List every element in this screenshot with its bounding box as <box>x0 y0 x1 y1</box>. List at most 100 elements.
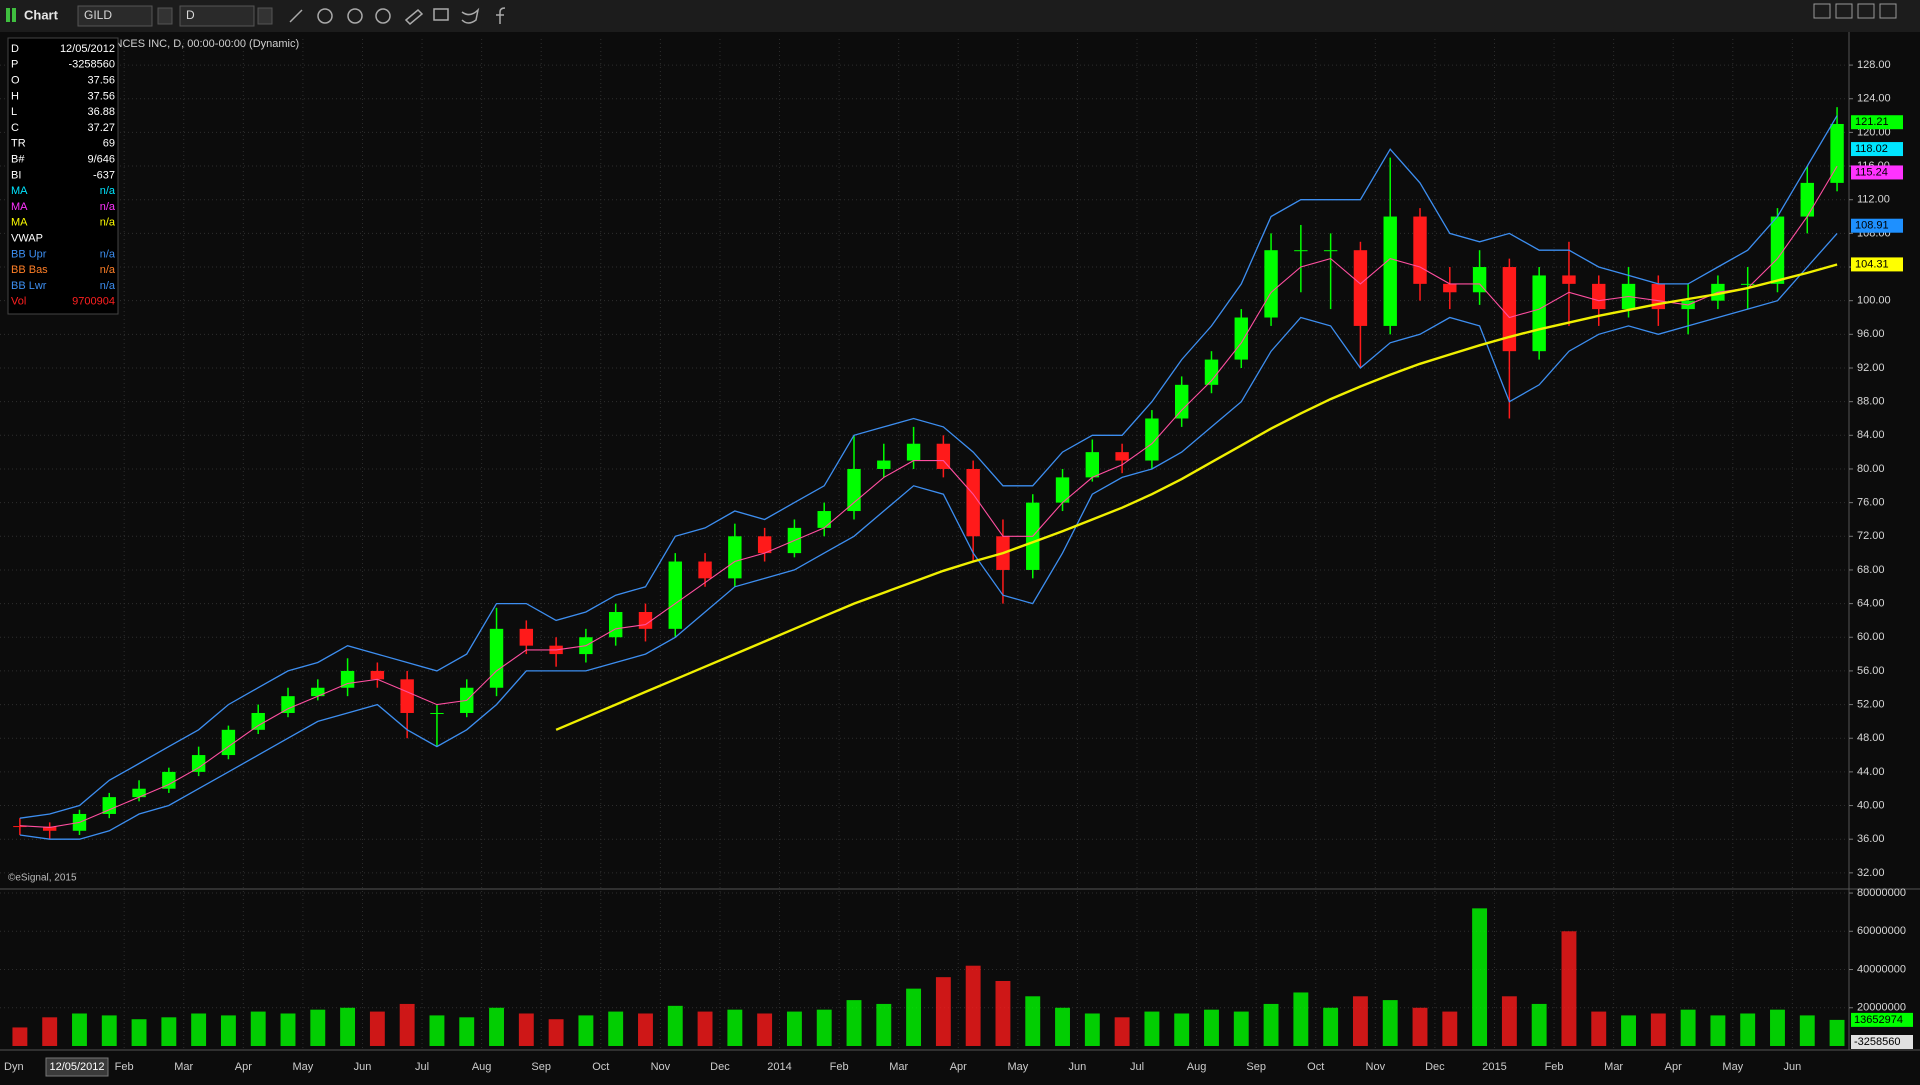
info-value: 37.56 <box>87 90 115 102</box>
y-tick-label: 80.00 <box>1857 463 1885 475</box>
info-value: n/a <box>100 185 116 197</box>
volume-bar <box>220 1015 236 1046</box>
volume-bar <box>608 1011 624 1046</box>
candle-body <box>1502 267 1517 352</box>
x-tick-label: Feb <box>115 1061 134 1073</box>
volume-bar <box>816 1009 832 1046</box>
play-tool[interactable] <box>347 8 363 24</box>
interval-input[interactable] <box>179 5 255 27</box>
candle-body <box>1234 317 1248 360</box>
candle-body <box>757 536 772 554</box>
x-tick-label: Jul <box>415 1061 429 1073</box>
candle-body <box>519 628 534 646</box>
window-title: Chart <box>24 7 59 22</box>
mode-label: Dyn <box>4 1061 24 1073</box>
candle-body <box>1383 216 1397 326</box>
last-value-label: -3258560 <box>1854 1036 1901 1048</box>
info-key: BB Upr <box>11 248 47 260</box>
x-tick-label: Feb <box>1545 1061 1564 1073</box>
candle-body <box>102 797 116 814</box>
x-tick-label: Jun <box>1069 1061 1087 1073</box>
x-tick-label: 2015 <box>1482 1061 1506 1073</box>
symbol-input[interactable] <box>77 5 153 27</box>
watermark: ©eSignal, 2015 <box>8 873 77 884</box>
candle-body <box>430 712 444 714</box>
volume-bar <box>1352 996 1368 1046</box>
volume-bar <box>191 1013 207 1046</box>
x-tick-label: Aug <box>472 1061 492 1073</box>
volume-bar <box>1561 931 1577 1046</box>
candle-body <box>1085 452 1100 478</box>
chart-icon <box>12 8 16 22</box>
volume-bar <box>1084 1013 1100 1046</box>
x-tick-label: May <box>293 1061 314 1073</box>
twitter-tool[interactable] <box>461 7 480 24</box>
minimize-button[interactable] <box>1835 3 1853 19</box>
x-tick-label: Jul <box>1130 1061 1144 1073</box>
interval-button[interactable] <box>257 7 273 25</box>
help-button[interactable] <box>1813 3 1831 19</box>
volume-bar <box>1293 992 1309 1046</box>
x-tick-label: Mar <box>1604 1061 1623 1073</box>
info-key: BI <box>11 169 21 181</box>
last-value-box <box>1851 1012 1913 1027</box>
y-tick-label: 40.00 <box>1857 799 1885 811</box>
info-value: n/a <box>100 201 116 213</box>
maximize-button[interactable] <box>1857 3 1875 19</box>
info-key: MA <box>11 185 28 197</box>
volume-bar <box>280 1013 296 1046</box>
volume-bar <box>1799 1015 1815 1046</box>
refresh-tool[interactable] <box>317 8 333 24</box>
volume-bar <box>42 1017 58 1046</box>
volume-bar <box>399 1003 415 1046</box>
candle-body <box>1204 359 1219 385</box>
volume-bar <box>1680 1009 1696 1046</box>
volume-bar <box>1829 1019 1845 1046</box>
draw-tool[interactable] <box>289 9 303 23</box>
last-value-label: 118.02 <box>1855 143 1888 155</box>
info-value: 37.56 <box>87 75 115 87</box>
candle-body <box>1115 452 1129 461</box>
facebook-tool[interactable] <box>496 7 506 24</box>
y-tick-label: 52.00 <box>1857 698 1885 710</box>
eraser-tool[interactable] <box>404 8 424 26</box>
info-key: C <box>11 122 19 134</box>
info-key: BB Bas <box>11 264 48 276</box>
candle-body <box>1353 250 1368 326</box>
indicator-line <box>555 263 1838 731</box>
close-button[interactable] <box>1879 3 1897 19</box>
volume-bar <box>697 1011 713 1046</box>
y-tick-label: 124.00 <box>1857 93 1891 105</box>
zoom-tool[interactable] <box>375 8 391 24</box>
last-value-box <box>1851 257 1903 272</box>
candle-body <box>847 468 861 512</box>
candle-body <box>132 788 146 798</box>
plot-area: 32.00 36.00 40.00 44.00 48.00 52.00 56.00 60.00… <box>0 39 1913 1073</box>
last-value-box <box>1851 1035 1913 1049</box>
candle-body <box>489 628 504 688</box>
info-panel-box <box>7 37 119 315</box>
x-tick-label: Apr <box>1665 1061 1682 1073</box>
candle-body <box>1830 123 1844 183</box>
x-tick-label: 2014 <box>767 1061 791 1073</box>
date-box[interactable] <box>45 1057 109 1077</box>
candle-body <box>877 460 891 469</box>
candle-body <box>1145 418 1159 461</box>
y-tick-label: 68.00 <box>1857 564 1885 576</box>
y-tick-label: 120.00 <box>1857 126 1891 138</box>
volume-bar <box>578 1015 594 1046</box>
y-tick-label: 56.00 <box>1857 665 1885 677</box>
volume-bar <box>1472 908 1488 1046</box>
volume-bar <box>250 1011 266 1046</box>
candle-body <box>13 826 27 828</box>
info-value: -637 <box>93 169 115 181</box>
x-tick-label: May <box>1007 1061 1028 1073</box>
volume-bar <box>1591 1011 1607 1046</box>
candle-body <box>1532 275 1546 352</box>
info-value: n/a <box>100 264 116 276</box>
candle-body <box>1055 477 1070 503</box>
last-value-label: 104.31 <box>1855 258 1889 270</box>
symbol-button[interactable] <box>157 7 173 25</box>
info-value: n/a <box>100 280 116 292</box>
comment-tool[interactable] <box>433 8 449 21</box>
